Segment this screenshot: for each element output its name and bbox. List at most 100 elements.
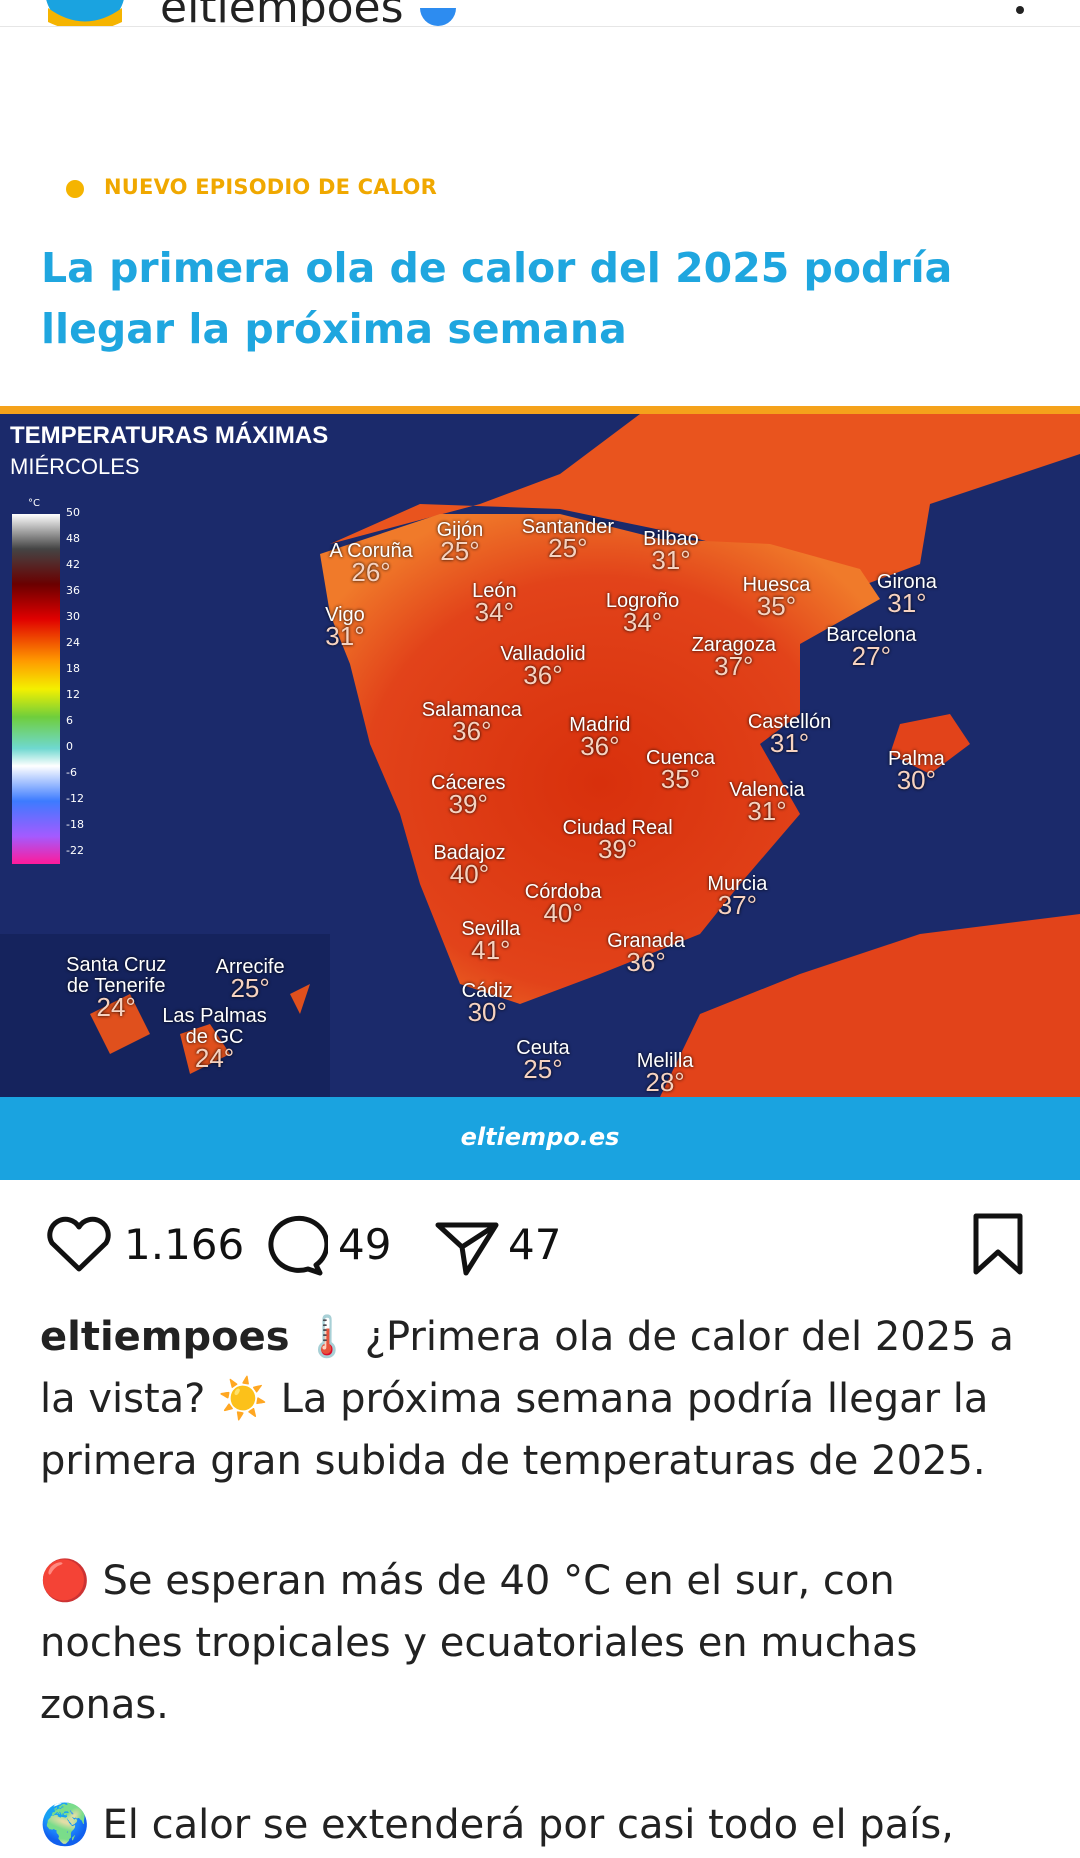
city-label: Vigo 31° <box>325 603 365 651</box>
like-button[interactable] <box>44 1215 114 1275</box>
city-label: Valladolid 36° <box>500 643 585 690</box>
city-temp: 40° <box>449 859 490 890</box>
city-label: Cádiz 30° <box>461 979 513 1025</box>
scale-label: -22 <box>66 844 84 857</box>
city-temp: 27° <box>851 641 891 672</box>
city-label: Huesca 35° <box>742 574 811 620</box>
caption-text: 🌍 El calor se extenderá por casi todo el… <box>40 1802 954 1848</box>
headline: La primera ola de calor del 2025 podría … <box>41 244 953 353</box>
city-label: Murcia 37° <box>707 873 767 918</box>
city-label: Valencia 31° <box>729 780 804 825</box>
map-image: TEMPERATURAS MÁXIMAS MIÉRCOLES °C 50 48 42… <box>0 414 1080 1097</box>
city-label: Melilla 28° <box>636 1049 694 1095</box>
city-label: Santander 25° <box>521 516 614 564</box>
city-name: Zaragoza <box>691 633 777 656</box>
city-label: Bilbao 31° <box>643 527 699 575</box>
city-name: Logroño <box>605 589 680 612</box>
like-count[interactable]: 1.166 <box>124 1220 245 1269</box>
city-temp: 37° <box>714 650 754 681</box>
city-label: Ceuta 25° <box>516 1037 569 1084</box>
city-label: Madrid 36° <box>569 715 630 762</box>
scale-label: 48 <box>66 532 80 545</box>
city-label: Santa Cruz de Tenerife 24° <box>56 953 176 1020</box>
city-label: Girona 31° <box>876 570 937 618</box>
city-name: Palma <box>888 748 945 771</box>
city-name: Santa Cruz de Tenerife <box>66 953 167 997</box>
city-label: Ciudad Real 39° <box>562 817 673 865</box>
scale-label: 0 <box>66 740 73 753</box>
save-button[interactable] <box>970 1212 1026 1278</box>
city-name: Melilla <box>636 1049 694 1072</box>
city-label: Arrecife 25° <box>216 956 285 1003</box>
scale-label: 18 <box>66 662 80 675</box>
scale-label: 24 <box>66 636 80 649</box>
city-name: Bilbao <box>643 527 699 550</box>
city-name: Ciudad Real <box>562 817 673 840</box>
scale-unit: °C <box>28 498 40 509</box>
city-temp: 36° <box>580 731 620 762</box>
avatar[interactable] <box>40 0 130 27</box>
city-name: Las Palmas de GC <box>162 1004 267 1048</box>
city-temp: 31° <box>651 544 691 575</box>
city-temp: 39° <box>597 834 638 865</box>
city-temp: 36° <box>523 659 563 690</box>
scale-label: 30 <box>66 610 80 623</box>
city-temp: 34° <box>622 606 663 637</box>
city-name: Granada <box>607 929 686 952</box>
scale-label: 42 <box>66 558 80 571</box>
city-label: Castellón 31° <box>747 710 832 758</box>
scale-label: -12 <box>66 792 84 805</box>
caption-username[interactable]: eltiempoes <box>40 1314 290 1360</box>
top-bar: eltiempoes <box>0 0 1080 27</box>
city-temp: 25° <box>230 972 270 1003</box>
city-name: Castellón <box>747 710 832 733</box>
divider <box>0 406 1080 414</box>
city-name: Cádiz <box>461 979 513 1002</box>
tag: NUEVO EPISODIO DE CALOR <box>104 175 437 199</box>
comment-button[interactable] <box>258 1215 328 1277</box>
share-count[interactable]: 47 <box>508 1220 562 1269</box>
city-temp: 31° <box>769 727 810 758</box>
city-temp: 36° <box>626 946 666 977</box>
city-name: Barcelona <box>826 624 917 647</box>
city-temp: 40° <box>543 898 583 929</box>
city-label: Cuenca 35° <box>646 748 715 795</box>
comment-count[interactable]: 49 <box>338 1220 392 1269</box>
city-label: Granada 36° <box>607 929 686 977</box>
map-title: TEMPERATURAS MÁXIMAS <box>10 422 329 449</box>
city-name: Santander <box>521 516 614 539</box>
city-name: Vigo <box>325 603 365 626</box>
brand: eltiempo.es <box>460 1123 620 1151</box>
caption-text: 🌡️ ¿Primera ola de calor del 2025 a la v… <box>40 1314 1014 1484</box>
city-temp: 34° <box>474 597 514 628</box>
city-temp: 35° <box>660 764 701 795</box>
city-label: Badajoz 40° <box>433 842 506 890</box>
city-temp: 25° <box>440 535 480 566</box>
city-label: Salamanca 36° <box>422 699 522 746</box>
city-name: Girona <box>876 570 937 593</box>
caption: eltiempoes 🌡️ ¿Primera ola de calor del … <box>40 1306 1050 1492</box>
city-name: Huesca <box>742 574 811 597</box>
city-temp: 36° <box>452 715 492 746</box>
city-temp: 39° <box>448 789 488 820</box>
share-button[interactable] <box>432 1215 502 1277</box>
scale-label: 36 <box>66 584 80 597</box>
username[interactable]: eltiempoes <box>160 0 404 27</box>
tag-dot <box>66 180 84 198</box>
scale-label: -6 <box>66 766 77 779</box>
city-name: Sevilla <box>461 918 521 941</box>
city-name: A Coruña <box>329 539 413 562</box>
city-temp: 25° <box>548 533 588 564</box>
city-temp: 31° <box>887 587 927 618</box>
city-name: Badajoz <box>433 842 506 865</box>
city-label: Cáceres 39° <box>431 772 506 820</box>
city-temp: 25° <box>523 1053 563 1084</box>
city-name: Cáceres <box>431 772 506 795</box>
city-label: A Coruña 26° <box>329 539 413 587</box>
city-temp: 31° <box>325 620 365 651</box>
city-temp: 26° <box>351 556 391 587</box>
scale-label: 12 <box>66 688 80 701</box>
more-menu[interactable] <box>1010 0 1030 26</box>
city-temp: 30° <box>896 765 937 796</box>
